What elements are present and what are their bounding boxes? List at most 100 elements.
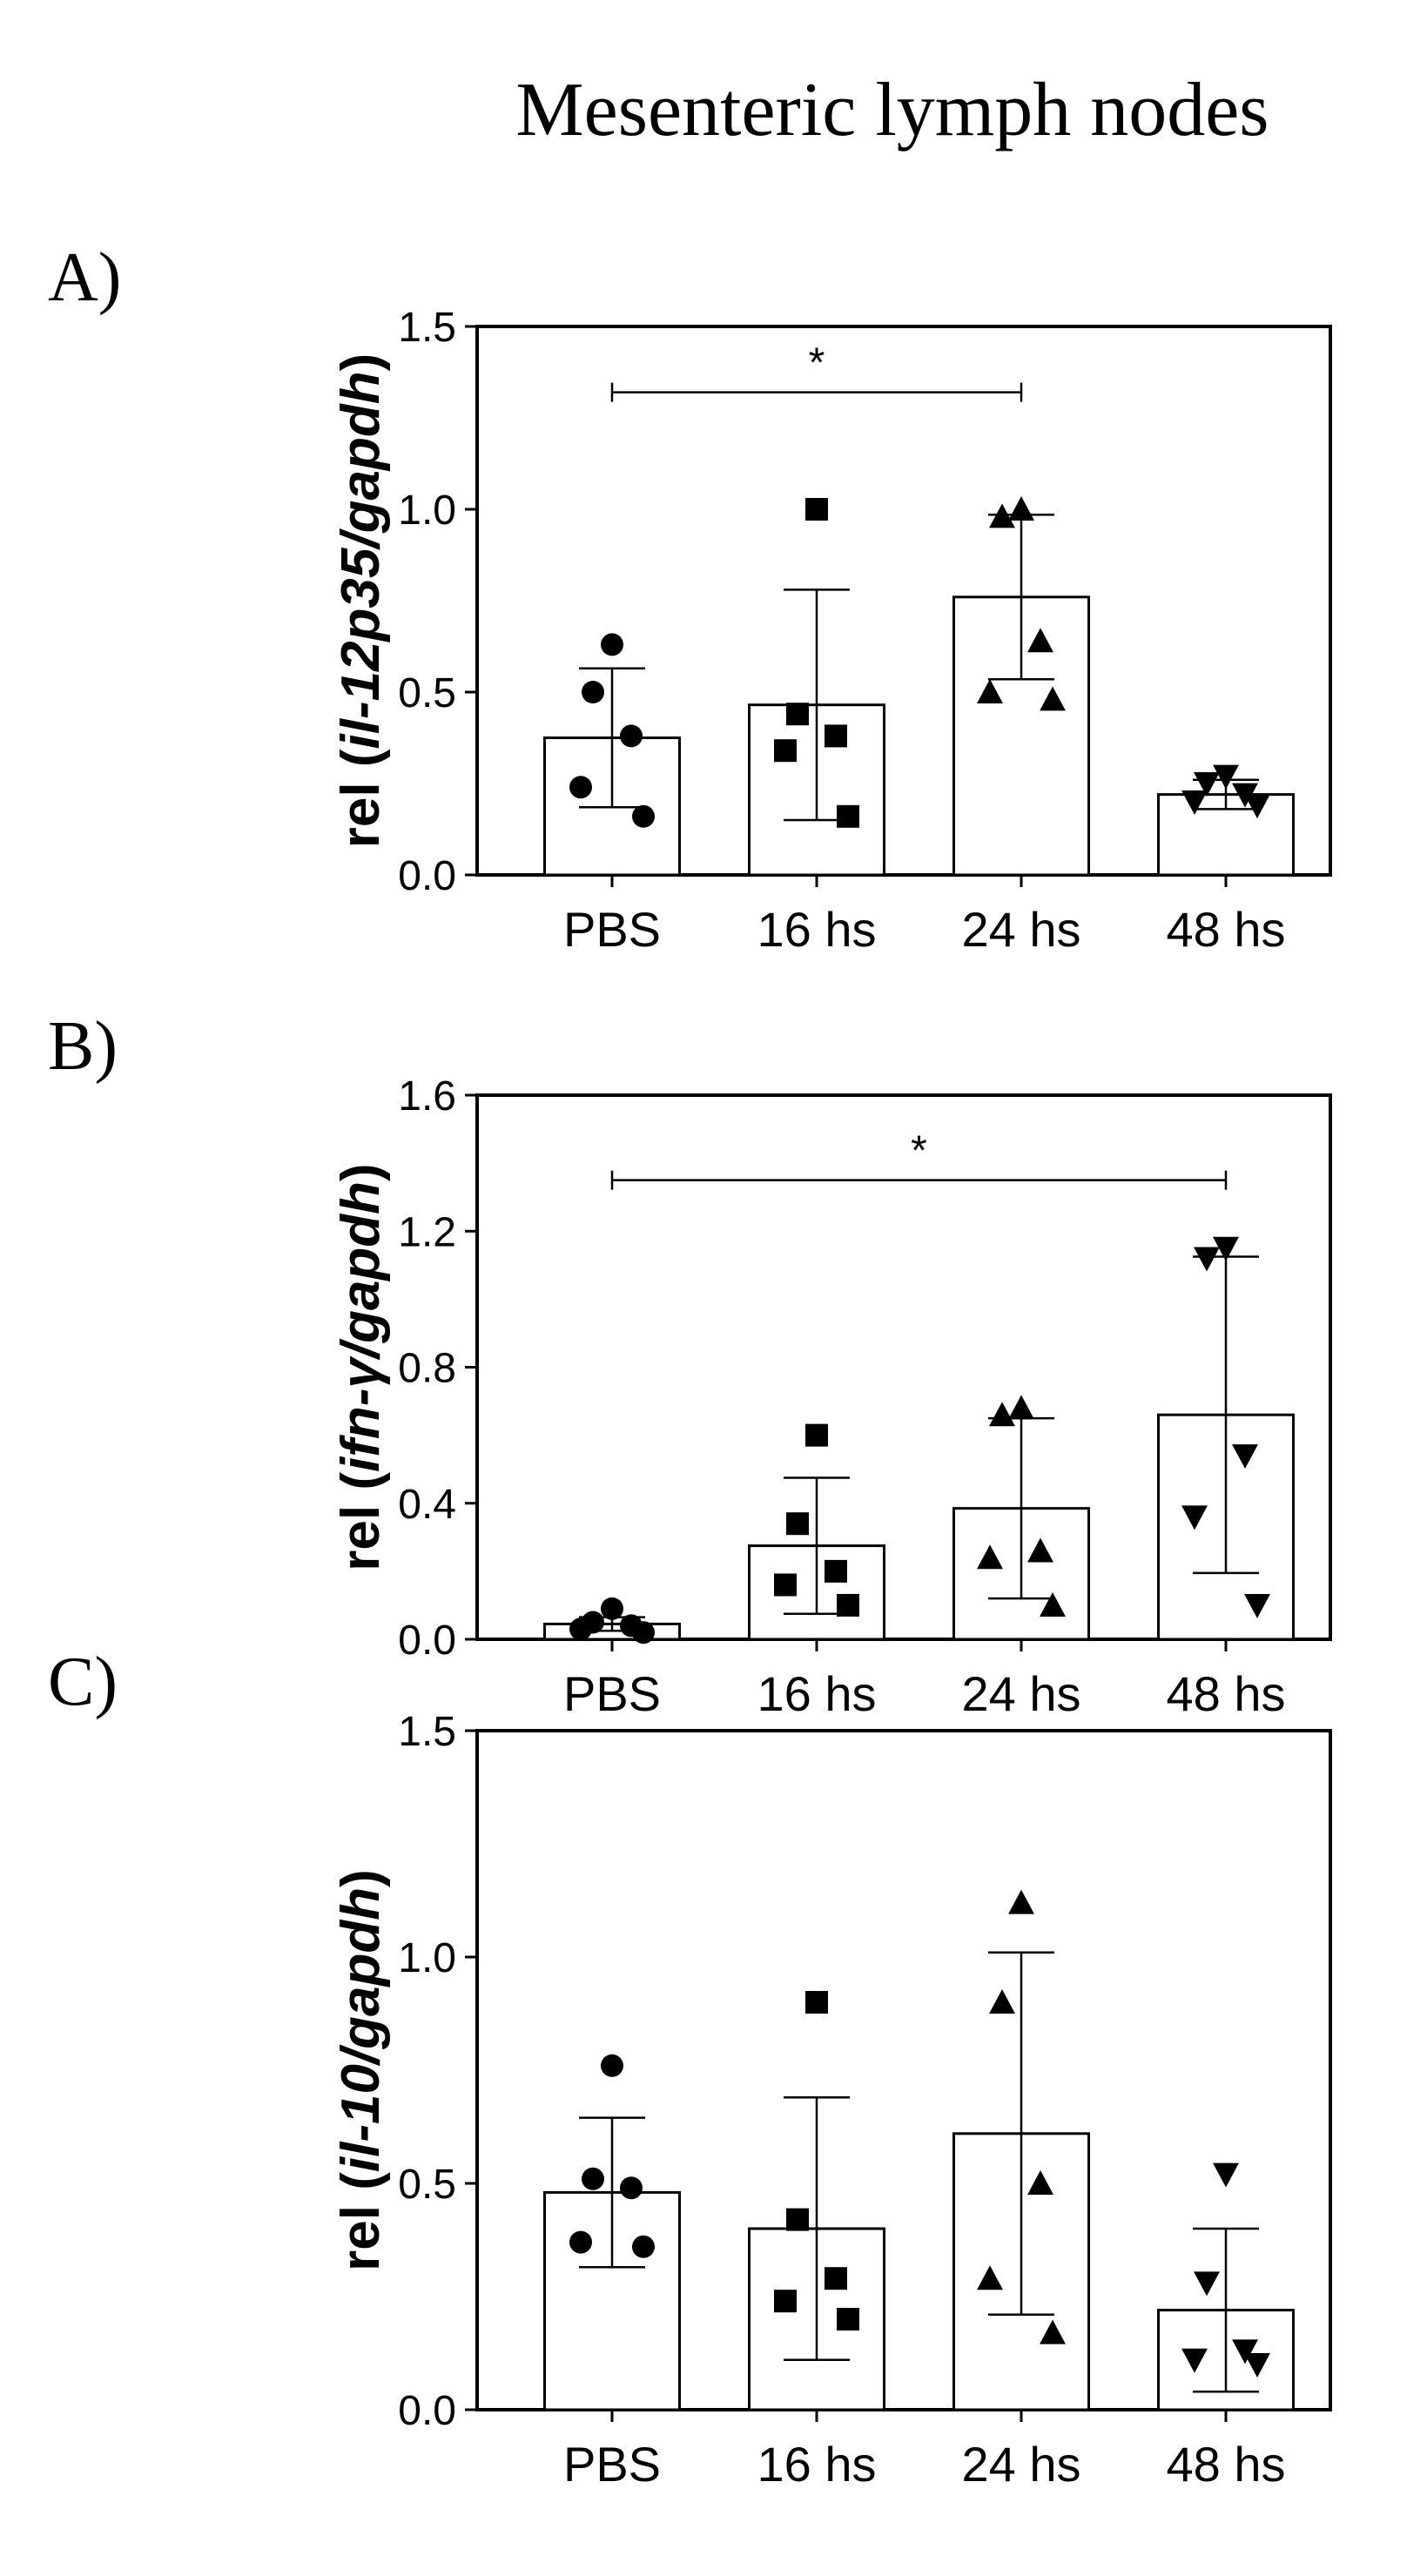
data-point [569, 1618, 592, 1641]
chart-panel-3: C) 0.0 0.5 1.0 1.5 rel (il-10/gapdh) PBS 16 hs 2… [48, 1644, 1332, 2492]
data-point [989, 1989, 1015, 2014]
x-tick-label: 48 hs [1167, 2437, 1286, 2492]
y-axis-label-gene: il-10/gapdh [331, 1887, 391, 2172]
y-axis-label-prefix: rel ( [331, 2172, 391, 2271]
data-point [1040, 2319, 1066, 2344]
data-point [774, 2290, 797, 2313]
data-point [774, 1573, 797, 1597]
panel-label: A) [48, 239, 121, 316]
data-point [1008, 1889, 1034, 1914]
x-tick-label: 16 hs [757, 2437, 877, 2492]
y-tick-label: 1.5 [398, 305, 456, 351]
y-axis-label-suffix: ) [331, 1163, 391, 1181]
data-point [805, 1991, 828, 2014]
x-tick-label: 16 hs [757, 902, 877, 957]
data-point [786, 1512, 809, 1536]
data-point [825, 1559, 847, 1583]
data-point [582, 681, 604, 703]
data-point [1194, 772, 1220, 797]
data-point [786, 703, 809, 726]
data-point [1027, 2170, 1053, 2195]
data-point [1027, 628, 1053, 653]
data-point [837, 804, 859, 828]
data-point [1181, 790, 1208, 815]
y-tick-label: 0.8 [398, 1346, 456, 1392]
data-point [805, 1423, 828, 1447]
significance-label: * [911, 1128, 927, 1174]
data-point [805, 498, 828, 521]
y-tick-label: 1.0 [398, 488, 456, 534]
x-tick-label: 48 hs [1167, 1666, 1286, 1721]
y-tick-label: 0.5 [398, 670, 456, 716]
data-point [1181, 1505, 1208, 1530]
y-tick-label: 1.2 [398, 1209, 456, 1255]
data-point [582, 2167, 604, 2190]
data-point [977, 1544, 1003, 1570]
y-tick-label: 0.4 [398, 1482, 456, 1528]
plot-frame [475, 325, 1332, 877]
data-point [1213, 764, 1239, 790]
data-point [977, 2265, 1003, 2290]
y-axis-label-gene: il-12p35/gapdh [331, 371, 391, 749]
y-tick-label: 0.0 [398, 853, 456, 899]
x-tick-label: PBS [563, 2437, 661, 2492]
data-point [825, 2267, 847, 2290]
data-point [825, 724, 847, 748]
x-tick-label: PBS [563, 902, 661, 957]
data-point [569, 776, 592, 799]
data-point [977, 679, 1003, 703]
y-axis-label-suffix: ) [331, 353, 391, 372]
data-point [632, 1621, 655, 1644]
y-axis-label-prefix: rel ( [331, 749, 391, 848]
x-tick-label: 24 hs [962, 902, 1081, 957]
data-point [989, 1402, 1015, 1427]
y-tick-label: 1.5 [398, 1709, 456, 1755]
data-point [601, 1597, 623, 1620]
data-point [1194, 2271, 1220, 2297]
y-tick-label: 0.0 [398, 1618, 456, 1664]
data-point [837, 1593, 859, 1617]
y-tick-label: 0.5 [398, 2162, 456, 2208]
data-point [620, 2176, 643, 2200]
y-axis-label-suffix: ) [331, 1869, 391, 1887]
data-point [1040, 686, 1066, 711]
x-tick-label: 48 hs [1167, 902, 1286, 957]
y-axis-label: rel (il-12p35/gapdh) [331, 353, 391, 848]
data-point [1213, 1236, 1239, 1261]
data-point [837, 2308, 859, 2331]
figure-title: Mesenteric lymph nodes [515, 68, 1269, 152]
panel-label: C) [48, 1644, 118, 1720]
data-point [1027, 1537, 1053, 1563]
data-point [1008, 1395, 1034, 1420]
data-point [620, 724, 643, 748]
data-point [989, 503, 1015, 528]
data-point [632, 804, 655, 828]
data-point [1040, 1591, 1066, 1617]
data-point [786, 2208, 809, 2231]
data-point [1232, 2339, 1258, 2364]
x-tick-label: 16 hs [757, 1666, 877, 1721]
data-point [569, 2230, 592, 2254]
data-point [632, 2235, 655, 2258]
data-point [1244, 2353, 1270, 2378]
data-point [1181, 2348, 1208, 2373]
x-tick-label: PBS [563, 1666, 661, 1721]
data-point [1194, 1247, 1220, 1272]
data-point [1244, 794, 1270, 819]
y-axis-label: rel (ifn-γ/gapdh) [331, 1163, 391, 1570]
data-point [601, 2054, 623, 2077]
data-point [1232, 1444, 1258, 1470]
y-tick-label: 1.0 [398, 1935, 456, 1981]
panel-label: B) [48, 1008, 118, 1085]
data-point [601, 633, 623, 656]
y-tick-label: 0.0 [398, 2388, 456, 2434]
y-axis-label: rel (il-10/gapdh) [331, 1869, 391, 2271]
x-tick-label: 24 hs [962, 1666, 1081, 1721]
data-point [1008, 496, 1034, 521]
plot-frame [475, 1729, 1332, 2411]
data-point [1213, 2162, 1239, 2188]
y-axis-label-gene: ifn-γ/gapdh [331, 1181, 391, 1472]
